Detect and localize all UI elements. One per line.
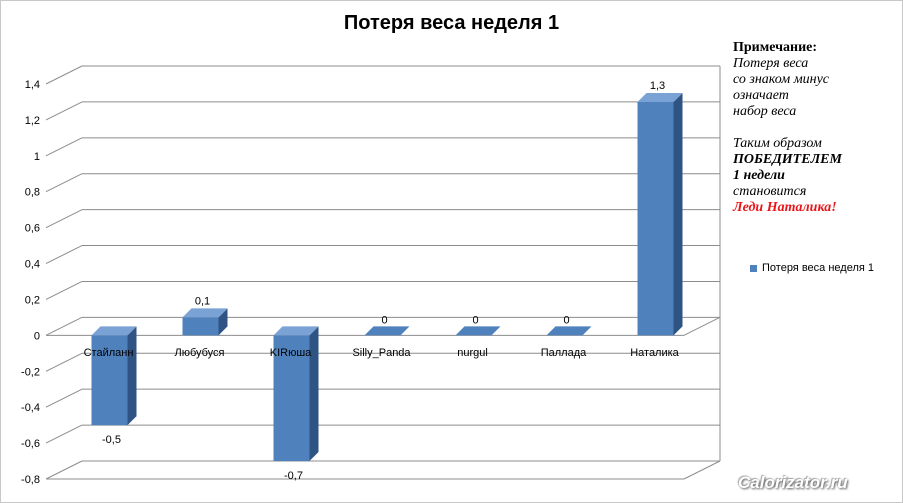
y-tick-label: -0,6 xyxy=(21,438,40,450)
data-label: 0 xyxy=(563,314,569,326)
note-line8: становится xyxy=(733,184,807,199)
y-tick-label: 1,4 xyxy=(25,79,40,91)
x-tick-label: KIRюша xyxy=(270,347,312,359)
bar-top xyxy=(546,326,592,336)
gridline-depth xyxy=(45,424,83,444)
data-label: 0 xyxy=(381,314,387,326)
bar-side xyxy=(218,308,228,336)
gridline-depth xyxy=(45,281,83,300)
data-label: -0,7 xyxy=(284,470,303,482)
gridline-depth xyxy=(45,388,83,408)
gridline-depth xyxy=(45,209,83,229)
zero-plane-side xyxy=(683,316,721,336)
chart-note: Примечание: Потеря веса со знаком минус … xyxy=(733,40,903,216)
chart-legend: Потеря веса неделя 1 xyxy=(750,262,874,274)
data-label: 0,1 xyxy=(195,295,210,307)
note-line6: ПОБЕДИТЕЛЕМ xyxy=(733,152,842,167)
data-label: 0 xyxy=(472,314,478,326)
note-heading: Примечание: xyxy=(733,40,818,55)
note-line9: Леди Наталика! xyxy=(733,200,837,215)
bar-top xyxy=(182,308,228,318)
y-tick-label: -0,2 xyxy=(21,366,40,378)
x-tick-label: Silly_Panda xyxy=(352,347,411,359)
gridline-depth xyxy=(45,460,83,480)
note-line4: набор веса xyxy=(733,104,797,119)
x-tick-label: Стайланн xyxy=(84,347,134,359)
y-tick-label: -0,8 xyxy=(21,474,40,486)
bar-top xyxy=(637,92,683,102)
watermark-logo: Calorizator.ru xyxy=(738,473,848,492)
y-tick-label: -0,4 xyxy=(21,402,40,414)
note-line1: Потеря веса xyxy=(733,56,809,71)
note-line7: 1 недели xyxy=(733,168,785,183)
gridline-depth xyxy=(45,316,83,336)
gridline-depth xyxy=(45,101,83,121)
data-label: -0,5 xyxy=(102,434,121,446)
note-line5: Таким образом xyxy=(733,136,822,151)
bar-top xyxy=(364,326,410,336)
gridline-depth xyxy=(45,245,83,264)
gridline-depth xyxy=(45,137,83,157)
gridline-depth xyxy=(45,65,83,85)
x-tick-label: Наталика xyxy=(630,347,679,359)
y-tick-label: 0,4 xyxy=(25,259,40,271)
data-label: 1,3 xyxy=(650,80,665,92)
x-tick-label: Паллада xyxy=(541,347,587,359)
bar xyxy=(182,317,219,336)
bar xyxy=(273,335,310,462)
bar-side xyxy=(673,92,683,336)
chart-title: Потеря веса неделя 1 xyxy=(343,12,560,34)
x-tick-label: nurgul xyxy=(457,347,488,359)
y-tick-label: 0,6 xyxy=(25,223,40,235)
note-line2: со знаком минус xyxy=(733,72,829,87)
y-tick-label: 1,2 xyxy=(25,115,40,127)
note-spacer xyxy=(733,120,903,136)
bar xyxy=(91,335,128,426)
legend-label: Потеря веса неделя 1 xyxy=(762,262,875,274)
y-tick-label: 0 xyxy=(34,330,40,342)
x-tick-label: Любубуся xyxy=(174,347,224,359)
y-tick-label: 0,2 xyxy=(25,294,40,306)
bar-side xyxy=(309,326,319,462)
bar-side xyxy=(127,326,137,426)
bar-top xyxy=(273,326,319,336)
bar-top xyxy=(91,326,137,336)
floor-side-edge xyxy=(683,460,721,480)
y-tick-label: 0,8 xyxy=(25,187,40,199)
legend-swatch xyxy=(750,264,757,272)
note-line3: означает xyxy=(733,88,789,103)
gridline-depth xyxy=(45,173,83,193)
gridline-depth xyxy=(45,352,83,372)
y-tick-label: 1 xyxy=(34,151,40,163)
bar xyxy=(637,101,674,336)
bar-top xyxy=(455,326,501,336)
